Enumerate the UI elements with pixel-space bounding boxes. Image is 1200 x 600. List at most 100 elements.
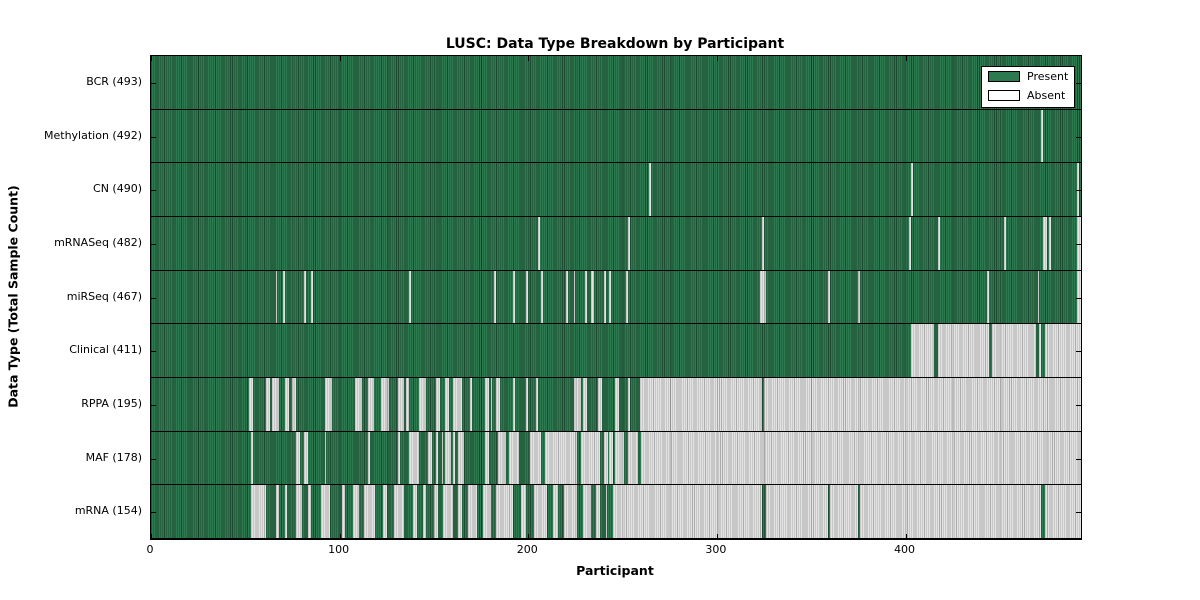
y-tick-label-mirseq: miRSeq (467) bbox=[66, 289, 142, 303]
absent-segment bbox=[398, 378, 404, 431]
absent-segment bbox=[530, 431, 542, 485]
y-tick-label-methylation: Methylation (492) bbox=[44, 128, 142, 142]
absent-segment bbox=[535, 378, 538, 431]
x-tick-mark bbox=[528, 534, 530, 539]
absent-segment bbox=[911, 324, 934, 377]
absent-segment bbox=[992, 324, 1036, 377]
absent-segment bbox=[828, 270, 831, 324]
absent-segment bbox=[445, 378, 450, 431]
row-cn bbox=[151, 163, 1081, 217]
y-tick-mark bbox=[151, 297, 156, 299]
absent-segment bbox=[615, 431, 625, 485]
absent-segment bbox=[909, 217, 912, 270]
absent-segment bbox=[598, 378, 602, 431]
absent-segment bbox=[364, 485, 376, 538]
absent-segment bbox=[418, 378, 427, 431]
absent-segment bbox=[628, 431, 638, 485]
absent-segment bbox=[1045, 324, 1081, 377]
plot-area bbox=[150, 55, 1082, 540]
absent-segment bbox=[937, 217, 940, 270]
absent-segment bbox=[603, 431, 608, 485]
absent-segment bbox=[626, 270, 629, 324]
absent-segment bbox=[484, 431, 489, 485]
absent-segment bbox=[250, 485, 267, 538]
absent-segment bbox=[609, 270, 612, 324]
absent-segment bbox=[533, 485, 548, 538]
absent-segment bbox=[249, 378, 253, 431]
absent-segment bbox=[458, 431, 465, 485]
absent-segment bbox=[573, 270, 576, 324]
absent-segment bbox=[498, 431, 506, 485]
x-tick-label-300: 300 bbox=[705, 543, 727, 556]
y-tick-mark bbox=[1076, 136, 1081, 138]
absent-segment bbox=[413, 485, 417, 538]
y-tick-mark bbox=[1076, 243, 1081, 245]
absent-segment bbox=[590, 270, 595, 324]
absent-segment bbox=[641, 431, 1081, 485]
y-tick-label-rppa: RPPA (195) bbox=[81, 396, 142, 410]
absent-segment bbox=[394, 485, 404, 538]
absent-segment bbox=[494, 270, 497, 324]
absent-segment bbox=[435, 378, 440, 431]
absent-segment bbox=[584, 270, 587, 324]
absent-segment bbox=[496, 378, 500, 431]
absent-segment bbox=[483, 485, 491, 538]
absent-segment bbox=[441, 431, 444, 485]
absent-segment bbox=[324, 378, 333, 431]
absent-segment bbox=[1048, 217, 1051, 270]
y-tick-label-bcr: BCR (493) bbox=[86, 74, 142, 88]
y-tick-mark bbox=[151, 82, 156, 84]
absent-segment bbox=[609, 431, 614, 485]
x-tick-label-200: 200 bbox=[516, 543, 538, 556]
y-tick-mark bbox=[1076, 512, 1081, 514]
absent-segment bbox=[1077, 163, 1080, 216]
absent-segment bbox=[830, 485, 859, 538]
absent-segment bbox=[452, 431, 455, 485]
legend-present-label: Present bbox=[1027, 70, 1069, 83]
absent-segment bbox=[566, 270, 568, 324]
absent-segment bbox=[760, 270, 766, 324]
absent-segment bbox=[552, 485, 559, 538]
absent-segment bbox=[765, 485, 829, 538]
y-tick-label-clinical: Clinical (411) bbox=[69, 343, 142, 357]
absent-segment bbox=[628, 378, 631, 431]
absent-segment bbox=[596, 485, 600, 538]
y-tick-mark bbox=[1076, 82, 1081, 84]
absent-segment bbox=[266, 378, 270, 431]
absent-segment bbox=[573, 378, 582, 431]
absent-segment bbox=[513, 270, 516, 324]
absent-segment bbox=[513, 378, 516, 431]
absent-segment bbox=[860, 485, 1042, 538]
absent-segment bbox=[605, 485, 608, 538]
row-mirseq bbox=[151, 270, 1081, 325]
y-tick-mark bbox=[151, 351, 156, 353]
absent-segment bbox=[484, 378, 489, 431]
y-tick-mark bbox=[1076, 458, 1081, 460]
absent-segment bbox=[762, 217, 765, 270]
y-tick-mark bbox=[1076, 351, 1081, 353]
y-tick-mark bbox=[151, 404, 156, 406]
absent-segment bbox=[352, 485, 359, 538]
absent-segment bbox=[283, 270, 285, 324]
absent-segment bbox=[490, 378, 493, 431]
x-tick-mark bbox=[339, 56, 341, 61]
absent-segment bbox=[303, 431, 308, 485]
x-tick-label-100: 100 bbox=[328, 543, 350, 556]
row-rppa bbox=[151, 378, 1081, 432]
absent-segment bbox=[428, 431, 433, 485]
absent-segment bbox=[409, 270, 412, 324]
absent-segment bbox=[250, 431, 253, 485]
x-tick-mark bbox=[716, 534, 718, 539]
absent-segment bbox=[582, 485, 591, 538]
absent-segment bbox=[1041, 109, 1044, 163]
y-tick-mark bbox=[151, 190, 156, 192]
present-swatch-icon bbox=[988, 71, 1020, 82]
absent-segment bbox=[458, 485, 463, 538]
y-tick-mark bbox=[151, 243, 156, 245]
absent-segment bbox=[435, 431, 438, 485]
absent-segment bbox=[422, 485, 427, 538]
absent-segment bbox=[613, 485, 763, 538]
absent-segment bbox=[1043, 217, 1048, 270]
absent-segment bbox=[496, 485, 514, 538]
